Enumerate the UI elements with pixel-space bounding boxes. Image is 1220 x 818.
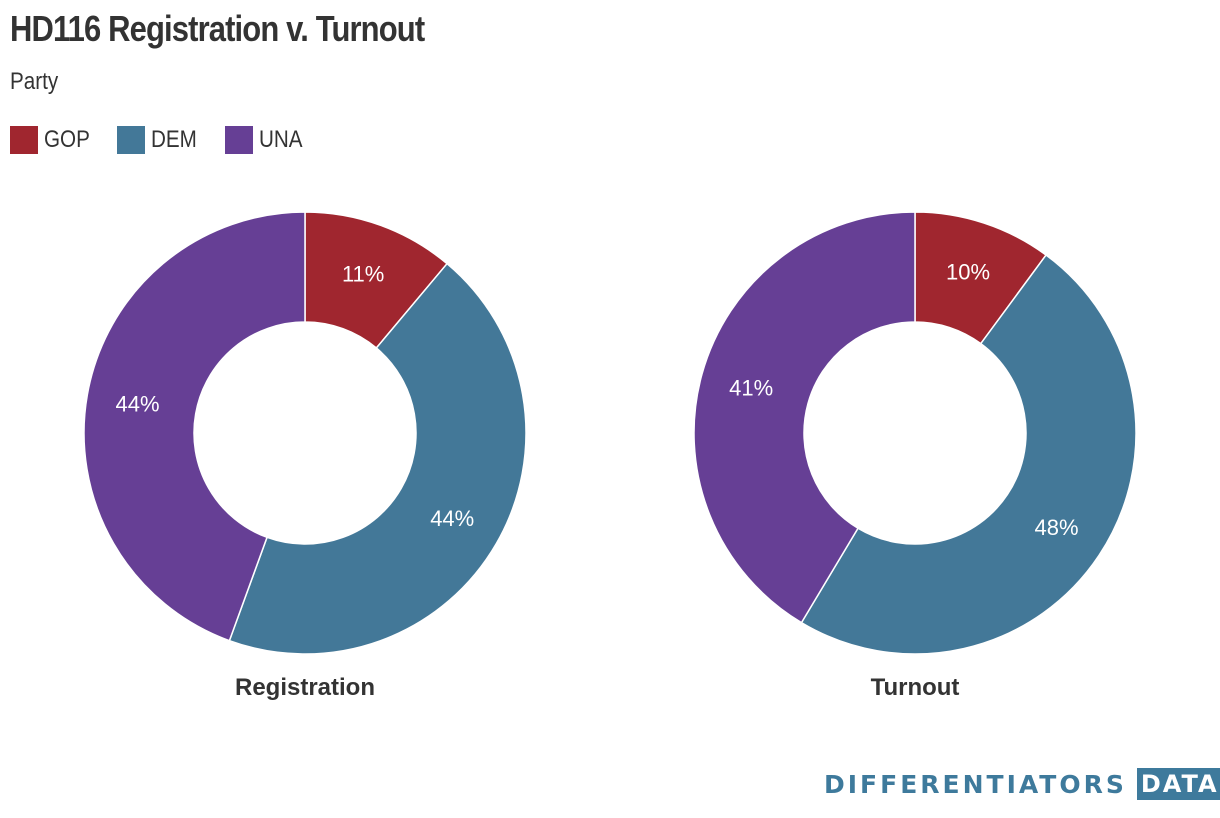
registration-slice-una[interactable] <box>83 211 306 642</box>
brand-logo: DIFFERENTIATORS DATA <box>824 768 1220 800</box>
registration-label: Registration <box>235 674 375 701</box>
turnout-donut: 10% 48% 41% <box>693 211 1137 655</box>
turnout-label-dem: 48% <box>1035 515 1079 540</box>
legend-label-una: UNA <box>258 126 303 153</box>
legend-label-gop: GOP <box>44 126 90 153</box>
registration-label-gop: 11% <box>342 261 384 286</box>
legend-title: Party <box>10 68 59 95</box>
legend-item-dem[interactable]: DEM <box>117 126 204 154</box>
legend-swatch-dem <box>117 126 146 154</box>
legend-item-gop[interactable]: GOP <box>10 126 97 154</box>
chart-title: HD116 Registration v. Turnout <box>10 8 425 49</box>
turnout-label-una: 41% <box>729 376 773 401</box>
turnout-slice-una[interactable] <box>693 211 916 624</box>
legend-swatch-gop <box>10 126 38 154</box>
legend-swatch-una <box>224 126 253 154</box>
registration-donut: 11% 44% 44% <box>83 211 527 655</box>
brand-name: DIFFERENTIATORS <box>824 769 1127 799</box>
registration-label-una: 44% <box>116 391 160 416</box>
registration-slice-dem[interactable] <box>228 262 527 655</box>
legend-label-dem: DEM <box>151 126 198 153</box>
turnout-label: Turnout <box>871 674 960 701</box>
registration-label-dem: 44% <box>430 506 474 531</box>
legend: GOP DEM UNA <box>10 126 329 154</box>
turnout-label-gop: 10% <box>946 259 990 284</box>
turnout-slice-dem[interactable] <box>800 253 1137 655</box>
brand-tag: DATA <box>1136 768 1220 800</box>
legend-item-una[interactable]: UNA <box>224 126 310 154</box>
